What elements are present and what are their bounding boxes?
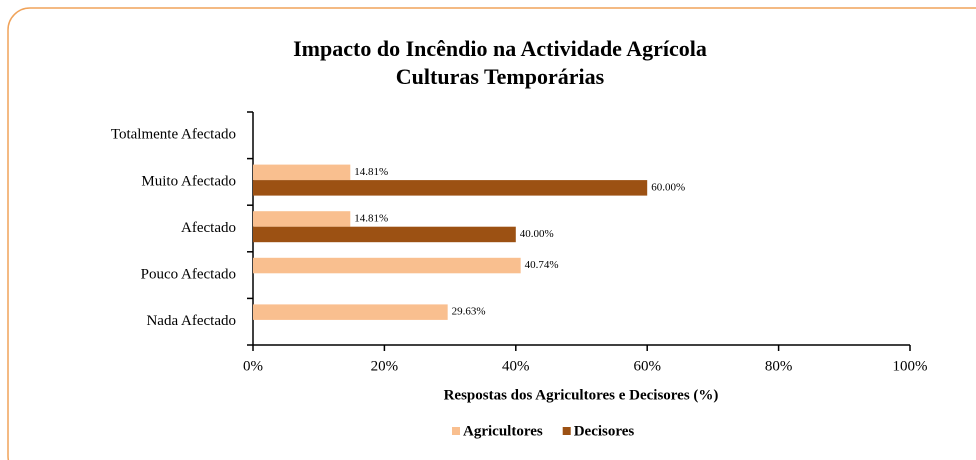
x-tick-label: 100%	[893, 358, 928, 374]
bar	[253, 304, 448, 320]
bar	[253, 226, 516, 243]
y-tick-label: Afectado	[181, 220, 236, 236]
data-label: 40.00%	[520, 228, 554, 240]
y-tick-label: Totalmente Afectado	[111, 127, 236, 143]
legend-label: Agricultores	[463, 423, 543, 439]
bar	[253, 211, 351, 227]
x-tick-label: 60%	[633, 358, 661, 374]
y-tick-label: Pouco Afectado	[141, 267, 236, 283]
data-label: 29.63%	[452, 306, 486, 318]
chart-subtitle: Culturas Temporárias	[396, 64, 605, 89]
y-tick-label: Nada Afectado	[146, 313, 236, 329]
bar	[253, 257, 521, 274]
data-label: 14.81%	[354, 212, 388, 224]
x-axis-label: Respostas dos Agricultores e Decisores (…	[444, 387, 719, 403]
data-label: 14.81%	[354, 166, 388, 178]
bar	[253, 180, 648, 196]
chart-title: Impacto do Incêndio na Actividade Agríco…	[293, 36, 707, 61]
legend-swatch	[562, 427, 571, 435]
legend-swatch	[452, 427, 460, 435]
x-tick-label: 20%	[371, 358, 399, 374]
x-tick-label: 0%	[243, 358, 263, 374]
x-tick-label: 40%	[502, 358, 530, 374]
bar	[253, 164, 351, 181]
y-tick-label: Muito Afectado	[141, 173, 236, 189]
legend-label: Decisores	[574, 423, 635, 439]
x-tick-label: 80%	[765, 358, 793, 374]
data-label: 40.74%	[525, 259, 559, 271]
data-label: 60.00%	[651, 181, 685, 193]
